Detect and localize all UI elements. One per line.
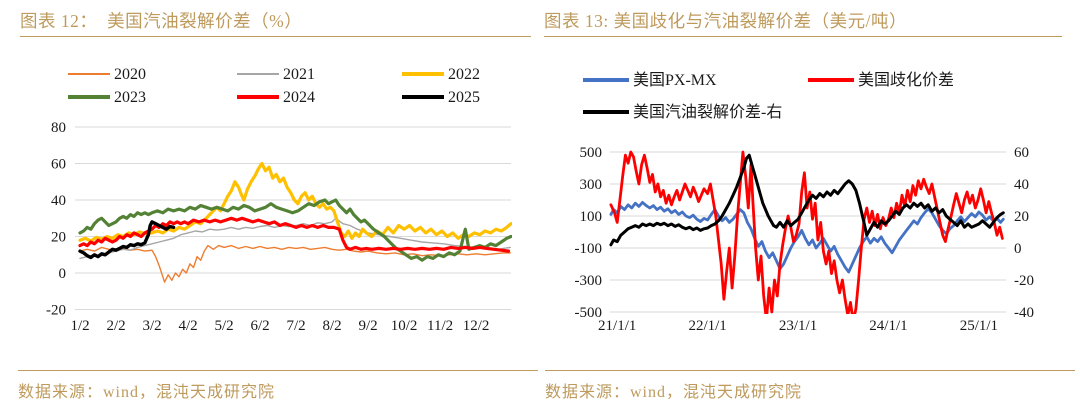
legend-line-swatch: [808, 77, 854, 82]
series-line-2024: [78, 216, 511, 253]
figure-13-legend: 美国PX-MX 美国歧化价差美国汽油裂解价差-右: [540, 0, 1080, 130]
legend-line-swatch: [402, 71, 444, 76]
x-axis-tick-label: 9/2: [358, 318, 377, 334]
y-axis-tick-label: 0: [59, 266, 67, 282]
y-axis-right-tick-label: 0: [1014, 241, 1022, 257]
figure-12-title: 图表 12： 美国汽油裂解价差（%）: [20, 6, 531, 37]
x-axis-tick-label: 6/2: [250, 318, 269, 334]
legend-line-swatch: [583, 77, 629, 82]
x-axis-tick-label: 3/2: [142, 318, 161, 334]
legend-label: 2025: [448, 89, 480, 106]
y-axis-right-tick-label: 20: [1014, 209, 1029, 225]
legend-line-swatch: [402, 94, 444, 99]
x-axis-tick-label: 12/2: [463, 318, 490, 334]
x-axis-tick-label: 10/2: [391, 318, 418, 334]
x-axis-tick-label: 24/1/1: [869, 318, 907, 334]
figure-12-chart: 80 60 40 20 0 -201/2 2/2 3/2 4/2 5/2 6/2 7/2 8/2 9/2 1…: [46, 120, 512, 334]
figure-13-chart: 500 300 100 -100 -300 -500 60 40 20 0 -20 -40 21/1/1…: [575, 145, 1035, 334]
series-line-美国汽油裂解价差-右: [609, 153, 1005, 247]
legend-label: 美国汽油裂解价差-右: [633, 104, 783, 121]
legend-label: 美国歧化价差: [858, 72, 955, 89]
y-axis-tick-label: -20: [46, 303, 66, 319]
x-axis-tick-label: 11/2: [427, 318, 453, 334]
series-line-2020: [79, 244, 511, 283]
y-axis-tick-label: 40: [51, 193, 66, 209]
x-axis-tick-label: 21/1/1: [598, 318, 636, 334]
legend-label: 2024: [283, 89, 315, 106]
figure-12: 图表 12： 美国汽油裂解价差（%） 2020 2021 2022 2023 2024 2…: [0, 0, 540, 408]
figure-12-legend: 2020 2021 2022 2023 2024 2025: [0, 0, 540, 130]
legend-item-2023: 2023: [68, 87, 146, 109]
figure-13-source: 数据来源：wind，混沌天成研究院: [545, 370, 1075, 408]
x-axis-tick-label: 22/1/1: [688, 318, 726, 334]
legend-item-2020: 2020: [68, 64, 146, 86]
legend-label: 2020: [114, 66, 146, 83]
x-axis-tick-label: 25/1/1: [960, 318, 998, 334]
series-line-美国歧化价差: [609, 150, 1004, 314]
legend-label: 美国PX-MX: [633, 72, 717, 89]
legend-line-swatch: [583, 109, 629, 114]
y-axis-right-tick-label: 40: [1014, 177, 1029, 193]
y-axis-tick-label: 60: [51, 157, 66, 173]
x-axis-tick-label: 23/1/1: [779, 318, 817, 334]
series-line-2021: [79, 217, 511, 260]
series-line-2023: [78, 198, 512, 262]
legend-item-美国歧化价差: 美国歧化价差: [808, 70, 954, 92]
x-axis-tick-label: 1/2: [70, 318, 89, 334]
legend-item-2024: 2024: [237, 87, 315, 109]
y-axis-right-tick-label: -20: [1014, 273, 1034, 289]
legend-label: 2022: [448, 66, 480, 83]
y-axis-right-tick-label: -40: [1014, 305, 1034, 321]
legend-item-2022: 2022: [402, 64, 480, 86]
y-axis-tick-label: -100: [575, 241, 603, 257]
x-axis-tick-label: 5/2: [214, 318, 233, 334]
x-axis-tick-label: 4/2: [178, 318, 197, 334]
series-line-2022: [78, 161, 512, 243]
y-axis-tick-label: -300: [575, 273, 603, 289]
figure-12-source: 数据来源：wind，混沌天成研究院: [18, 370, 538, 408]
y-axis-tick-label: 300: [580, 177, 603, 193]
y-axis-tick-label: 80: [51, 120, 66, 136]
legend-line-swatch: [68, 94, 110, 99]
y-axis-right-tick-label: 60: [1014, 145, 1029, 161]
figure-13-title: 图表 13: 美国歧化与汽油裂解价差（美元/吨）: [544, 6, 1062, 37]
legend-item-2021: 2021: [237, 64, 315, 86]
legend-line-swatch: [237, 94, 279, 99]
legend-label: 2023: [114, 89, 146, 106]
legend-label: 2021: [283, 66, 315, 83]
series-line-美国PX-MX: [609, 201, 1005, 274]
y-axis-tick-label: 500: [580, 145, 603, 161]
series-line-2025: [78, 220, 176, 260]
plot-area: [609, 150, 1005, 314]
legend-item-美国汽油裂解价差-右: 美国汽油裂解价差-右: [583, 102, 782, 124]
legend-line-swatch: [68, 72, 110, 75]
y-axis-tick-label: 100: [580, 209, 603, 225]
x-axis-tick-label: 2/2: [106, 318, 125, 334]
y-axis-tick-label: 20: [51, 230, 66, 246]
x-axis-tick-label: 7/2: [286, 318, 305, 334]
legend-item-2025: 2025: [402, 87, 480, 109]
plot-area: [78, 161, 512, 283]
legend-line-swatch: [237, 72, 279, 75]
y-axis-tick-label: -500: [575, 305, 603, 321]
legend-item-美国PX-MX: 美国PX-MX: [583, 70, 717, 92]
x-axis-tick-label: 8/2: [322, 318, 341, 334]
figure-13: 图表 13: 美国歧化与汽油裂解价差（美元/吨） 美国PX-MX 美国歧化价差 美国…: [540, 0, 1080, 408]
